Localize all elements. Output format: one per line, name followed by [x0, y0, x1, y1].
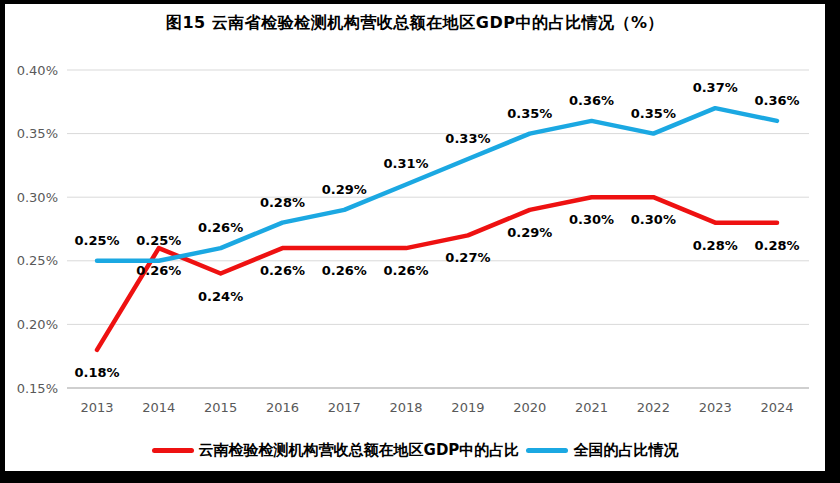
data-label: 0.25% [74, 233, 119, 248]
data-label: 0.28% [754, 238, 799, 253]
x-axis-tick-label: 2021 [575, 400, 608, 415]
data-label: 0.37% [693, 80, 738, 95]
x-axis-tick-label: 2020 [513, 400, 546, 415]
data-label: 0.26% [198, 220, 243, 235]
data-label: 0.18% [74, 365, 119, 380]
data-label: 0.24% [198, 289, 243, 304]
chart-legend: 云南检验检测机构营收总额在地区GDP中的占比 全国的占比情况 [5, 435, 825, 465]
data-label: 0.36% [569, 93, 614, 108]
data-label: 0.26% [384, 263, 429, 278]
x-axis-tick-label: 2019 [451, 400, 484, 415]
data-label: 0.30% [631, 212, 676, 227]
legend-label-yunnan: 云南检验检测机构营收总额在地区GDP中的占比 [199, 441, 520, 460]
legend-item-yunnan: 云南检验检测机构营收总额在地区GDP中的占比 [152, 441, 520, 460]
x-axis-tick-label: 2016 [266, 400, 299, 415]
chart-figure: 图15 云南省检验检测机构营收总额在地区GDP中的占比情况（%） 0.15%0.… [0, 0, 840, 483]
x-axis-tick-label: 2013 [80, 400, 113, 415]
y-axis-tick-label: 0.35% [17, 126, 58, 141]
x-axis-tick-label: 2017 [328, 400, 361, 415]
data-label: 0.28% [260, 195, 305, 210]
data-label: 0.30% [569, 212, 614, 227]
y-axis-tick-label: 0.25% [17, 253, 58, 268]
data-label: 0.26% [322, 263, 367, 278]
x-axis-tick-label: 2022 [637, 400, 670, 415]
x-axis-tick-label: 2024 [760, 400, 793, 415]
y-axis-tick-label: 0.15% [17, 381, 58, 396]
blue-line-swatch-icon [526, 448, 568, 453]
data-label: 0.36% [754, 93, 799, 108]
data-label: 0.33% [445, 131, 490, 146]
legend-label-national: 全国的占比情况 [573, 441, 678, 460]
data-label: 0.31% [384, 156, 429, 171]
x-axis-tick-label: 2018 [390, 400, 423, 415]
legend-item-national: 全国的占比情况 [526, 441, 678, 460]
data-label: 0.26% [260, 263, 305, 278]
y-axis-tick-label: 0.30% [17, 190, 58, 205]
data-label: 0.25% [136, 233, 181, 248]
data-label: 0.29% [322, 182, 367, 197]
x-axis-tick-label: 2015 [204, 400, 237, 415]
data-label: 0.26% [136, 263, 181, 278]
data-label: 0.35% [507, 106, 552, 121]
red-line-swatch-icon [152, 448, 194, 453]
line-chart-canvas: 0.15% 0.20% 0.25% 0.30% 0.35% 0.40% 2013 2014 20… [5, 4, 825, 471]
x-axis-tick-label: 2023 [699, 400, 732, 415]
data-label: 0.35% [631, 106, 676, 121]
x-axis-tick-label: 2014 [142, 400, 175, 415]
data-label: 0.27% [445, 250, 490, 265]
national-series-line [97, 108, 777, 261]
y-axis-tick-label: 0.20% [17, 317, 58, 332]
y-axis-tick-label: 0.40% [17, 63, 58, 78]
data-label: 0.29% [507, 225, 552, 240]
data-label: 0.28% [693, 238, 738, 253]
